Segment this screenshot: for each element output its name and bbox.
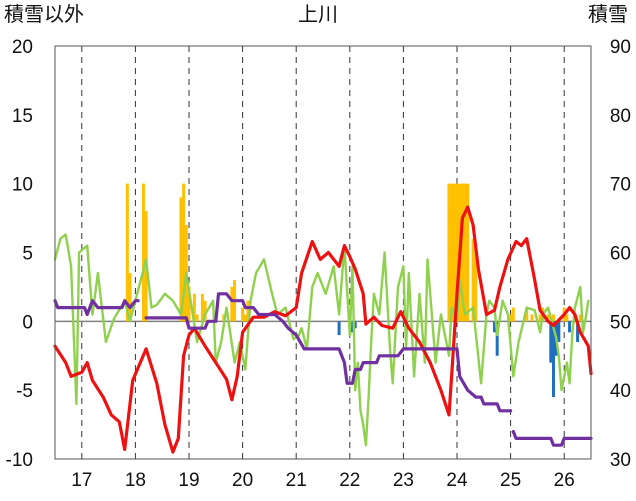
y-left-tick-label: 10: [12, 175, 33, 196]
left-axis-title: 積雪以外: [4, 2, 84, 26]
x-tick-label: 21: [286, 470, 307, 491]
y-left-tick-label: -10: [6, 450, 33, 471]
precipitation-bar: [530, 314, 534, 322]
negative-bar: [576, 321, 580, 342]
negative-bar: [493, 321, 497, 333]
x-tick-label: 17: [71, 470, 92, 491]
precipitation-bar: [447, 183, 451, 322]
y-left-tick-label: 0: [22, 312, 33, 333]
precipitation-bar: [525, 307, 529, 322]
precipitation-bar: [187, 286, 191, 322]
y-left-tick-label: 15: [12, 106, 33, 127]
y-left-tick-label: 20: [12, 37, 33, 58]
precipitation-bar: [551, 314, 555, 322]
precipitation-bar: [230, 286, 234, 322]
precipitation-bar: [141, 183, 145, 322]
right-axis-title: 積雪: [588, 2, 628, 26]
x-tick-label: 22: [339, 470, 360, 491]
precipitation-bar: [246, 300, 250, 322]
precipitation-bar: [546, 314, 550, 322]
negative-bar: [495, 321, 499, 356]
x-tick-label: 20: [232, 470, 253, 491]
precipitation-bar: [203, 300, 207, 322]
negative-bar: [549, 321, 553, 363]
negative-bar: [568, 321, 572, 333]
y-left-tick-label: -5: [16, 381, 33, 402]
chart-title: 上川: [298, 2, 338, 26]
x-tick-label: 24: [446, 470, 468, 491]
negative-bar: [353, 321, 357, 329]
precipitation-bar: [474, 252, 478, 322]
y-left-tick-label: 5: [22, 244, 33, 265]
red-series-line: [53, 205, 593, 454]
tick-labels: 17 18 19 20 21 22 23 24 25 2620151050-5-109080706…: [6, 37, 631, 491]
precipitation-bar: [466, 183, 470, 322]
precipitation-bar: [179, 197, 183, 322]
y-right-tick-label: 40: [610, 381, 631, 402]
precipitation-bar: [450, 183, 454, 322]
negative-bar: [337, 321, 341, 336]
precipitation-bar: [565, 314, 569, 322]
y-right-tick-label: 30: [610, 450, 631, 471]
precipitation-bar: [200, 293, 204, 322]
precipitation-bar: [511, 307, 515, 322]
y-right-tick-label: 80: [610, 106, 631, 127]
precipitation-bar: [128, 273, 132, 322]
green-series-line: [53, 233, 590, 447]
precipitation-bar: [195, 314, 199, 322]
negative-bar: [350, 321, 354, 333]
precipitation-bar: [460, 183, 464, 322]
y-right-tick-label: 60: [610, 244, 631, 265]
vertical-gridlines: [81, 46, 565, 459]
plot-frame: [54, 45, 592, 460]
precipitation-bar: [463, 183, 467, 322]
precipitation-bar: [125, 183, 129, 322]
precipitation-bar: [578, 314, 582, 322]
y-right-tick-label: 70: [610, 175, 631, 196]
precipitation-bar: [192, 293, 196, 322]
precipitation-bar: [182, 183, 186, 322]
x-tick-label: 19: [178, 470, 199, 491]
negative-bar: [551, 321, 555, 398]
x-tick-label: 26: [554, 470, 575, 491]
y-right-tick-label: 90: [610, 37, 631, 58]
precipitation-bar: [243, 314, 247, 322]
precipitation-bar: [509, 314, 513, 322]
precipitation-bar: [538, 314, 542, 322]
x-tick-label: 18: [125, 470, 146, 491]
x-tick-label: 23: [393, 470, 414, 491]
series-lines: [53, 205, 593, 454]
purple-series-line: [53, 292, 593, 447]
precipitation-bar: [471, 238, 475, 322]
precipitation-bar: [241, 307, 245, 322]
y-right-tick-label: 50: [610, 312, 631, 333]
precipitation-bar: [455, 183, 459, 322]
x-tick-label: 25: [500, 470, 521, 491]
negative-bar: [557, 321, 561, 342]
precipitation-bar: [452, 183, 456, 322]
